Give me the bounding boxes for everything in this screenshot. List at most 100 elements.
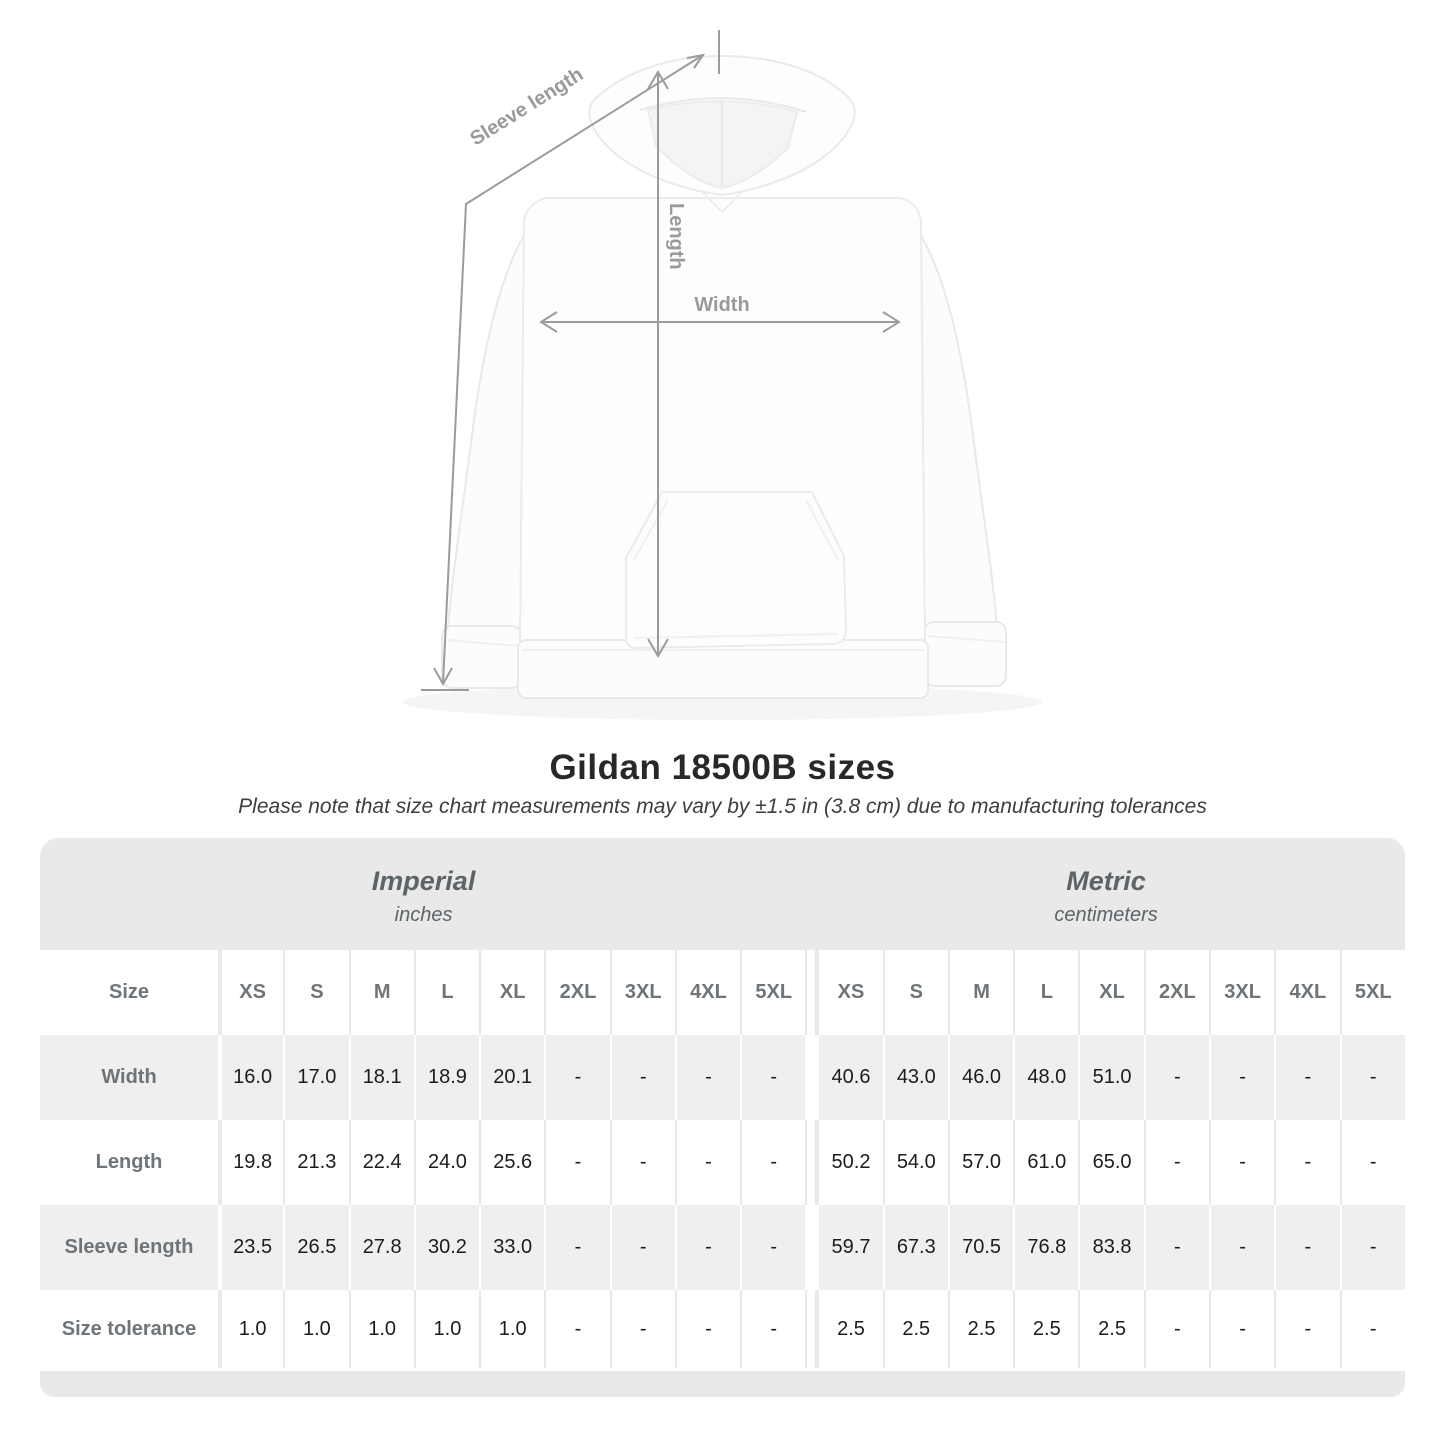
metric-size-header: M bbox=[947, 950, 1014, 1035]
imperial-value-cell: - bbox=[674, 1035, 741, 1120]
imperial-value-cell: 1.0 bbox=[283, 1290, 349, 1368]
metric-value-cell: - bbox=[1339, 1290, 1405, 1368]
metric-value-cell: - bbox=[1208, 1205, 1275, 1290]
metric-value-cell: 67.3 bbox=[882, 1205, 948, 1290]
row-label: Length bbox=[40, 1120, 218, 1205]
metric-value-cell: - bbox=[1143, 1205, 1209, 1290]
imperial-size-header: S bbox=[283, 950, 349, 1035]
imperial-value-cell: - bbox=[674, 1290, 741, 1368]
imperial-size-header: M bbox=[348, 950, 414, 1035]
metric-value-cell: 2.5 bbox=[1013, 1290, 1079, 1368]
imperial-value-cell: 27.8 bbox=[348, 1205, 414, 1290]
metric-value-cell: - bbox=[1274, 1205, 1340, 1290]
table-row: Sleeve length 23.5 26.5 27.8 30.2 33.0- - - -59.… bbox=[40, 1205, 1405, 1290]
metric-size-header: 4XL bbox=[1274, 950, 1340, 1035]
metric-size-header: L bbox=[1013, 950, 1079, 1035]
table-row: Length 19.8 21.3 22.4 24.0 25.6- - - -50.2 54.0 57… bbox=[40, 1120, 1405, 1205]
imperial-value-cell: - bbox=[609, 1205, 675, 1290]
width-arrow bbox=[539, 311, 901, 333]
size-table: Size XS S M L XL 2XL 3XL 4XL 5XL XS S M L XL 2XL 3XL 4XL 5… bbox=[40, 950, 1405, 1368]
metric-value-cell: - bbox=[1208, 1120, 1275, 1205]
hoodie-measurement-diagram: Width Length Sleeve length bbox=[421, 30, 1007, 699]
imperial-value-cell: - bbox=[609, 1035, 675, 1120]
metric-value-cell: - bbox=[1143, 1120, 1209, 1205]
imperial-value-cell: 16.0 bbox=[218, 1035, 284, 1120]
row-label: Sleeve length bbox=[40, 1205, 218, 1290]
metric-value-cell: 46.0 bbox=[947, 1035, 1014, 1120]
imperial-value-cell: 1.0 bbox=[413, 1290, 480, 1368]
metric-size-header: 5XL bbox=[1339, 950, 1405, 1035]
hoodie-pocket bbox=[625, 491, 848, 650]
row-label: Width bbox=[40, 1035, 218, 1120]
size-chart: Imperial inches Metric centimeters Size X… bbox=[40, 838, 1405, 1397]
imperial-size-header: L bbox=[413, 950, 480, 1035]
metric-value-cell: 2.5 bbox=[882, 1290, 948, 1368]
imperial-value-cell: - bbox=[544, 1205, 610, 1290]
section-divider bbox=[805, 950, 818, 1035]
imperial-title: Imperial bbox=[371, 865, 476, 896]
imperial-size-header: XS bbox=[218, 950, 284, 1035]
title-block: Gildan 18500B sizes Please note that siz… bbox=[0, 748, 1445, 819]
metric-value-cell: - bbox=[1274, 1120, 1340, 1205]
imperial-value-cell: 26.5 bbox=[283, 1205, 349, 1290]
imperial-value-cell: 33.0 bbox=[479, 1205, 545, 1290]
sleeve-length-label: Sleeve length bbox=[466, 63, 587, 150]
imperial-size-header: XL bbox=[479, 950, 545, 1035]
metric-size-header: 2XL bbox=[1143, 950, 1209, 1035]
imperial-value-cell: - bbox=[740, 1205, 806, 1290]
metric-value-cell: - bbox=[1339, 1035, 1405, 1120]
imperial-value-cell: - bbox=[740, 1120, 806, 1205]
metric-value-cell: - bbox=[1208, 1290, 1275, 1368]
metric-value-cell: 83.8 bbox=[1078, 1205, 1144, 1290]
metric-value-cell: 57.0 bbox=[947, 1120, 1014, 1205]
metric-size-header: XS bbox=[817, 950, 883, 1035]
metric-value-cell: - bbox=[1208, 1035, 1275, 1120]
section-divider bbox=[805, 1035, 818, 1120]
metric-value-cell: 2.5 bbox=[817, 1290, 883, 1368]
imperial-value-cell: 18.1 bbox=[348, 1035, 414, 1120]
size-column-header: Size bbox=[40, 950, 218, 1035]
metric-value-cell: - bbox=[1274, 1035, 1340, 1120]
imperial-size-header: 2XL bbox=[544, 950, 610, 1035]
table-row: Width 16.0 17.0 18.1 18.9 20.1- - - -40.6 43.0 46.… bbox=[40, 1035, 1405, 1120]
metric-value-cell: 40.6 bbox=[817, 1035, 883, 1120]
metric-value-cell: 43.0 bbox=[882, 1035, 948, 1120]
row-label: Size tolerance bbox=[40, 1290, 218, 1368]
metric-value-cell: 51.0 bbox=[1078, 1035, 1144, 1120]
imperial-value-cell: - bbox=[674, 1120, 741, 1205]
size-header-row: Size XS S M L XL 2XL 3XL 4XL 5XL XS S M L XL 2XL 3XL 4XL 5… bbox=[40, 950, 1405, 1035]
imperial-value-cell: 20.1 bbox=[479, 1035, 545, 1120]
table-row: Size tolerance 1.0 1.0 1.0 1.0 1.0- - - -2.5 2.5 2… bbox=[40, 1290, 1405, 1368]
imperial-value-cell: - bbox=[544, 1035, 610, 1120]
imperial-size-header: 4XL bbox=[674, 950, 741, 1035]
page-title: Gildan 18500B sizes bbox=[549, 748, 896, 787]
imperial-value-cell: 23.5 bbox=[218, 1205, 284, 1290]
imperial-value-cell: 1.0 bbox=[479, 1290, 545, 1368]
metric-size-header: XL bbox=[1078, 950, 1144, 1035]
imperial-value-cell: - bbox=[544, 1120, 610, 1205]
metric-value-cell: 65.0 bbox=[1078, 1120, 1144, 1205]
imperial-value-cell: - bbox=[609, 1120, 675, 1205]
imperial-value-cell: 25.6 bbox=[479, 1120, 545, 1205]
metric-title: Metric bbox=[1066, 865, 1146, 896]
imperial-value-cell: 19.8 bbox=[218, 1120, 284, 1205]
metric-size-header: S bbox=[882, 950, 948, 1035]
metric-value-cell: 54.0 bbox=[882, 1120, 948, 1205]
metric-value-cell: 50.2 bbox=[817, 1120, 883, 1205]
section-divider bbox=[805, 1290, 818, 1368]
imperial-size-header: 5XL bbox=[740, 950, 806, 1035]
sleeve-length-arrow bbox=[421, 30, 720, 691]
imperial-value-cell: 1.0 bbox=[348, 1290, 414, 1368]
metric-unit: centimeters bbox=[1054, 903, 1158, 926]
imperial-value-cell: 17.0 bbox=[283, 1035, 349, 1120]
metric-value-cell: 61.0 bbox=[1013, 1120, 1079, 1205]
metric-value-cell: 70.5 bbox=[947, 1205, 1014, 1290]
section-divider bbox=[805, 1120, 818, 1205]
imperial-size-header: 3XL bbox=[609, 950, 675, 1035]
metric-value-cell: 76.8 bbox=[1013, 1205, 1079, 1290]
imperial-value-cell: - bbox=[740, 1290, 806, 1368]
imperial-value-cell: 30.2 bbox=[413, 1205, 480, 1290]
imperial-value-cell: - bbox=[544, 1290, 610, 1368]
metric-size-header: 3XL bbox=[1208, 950, 1275, 1035]
